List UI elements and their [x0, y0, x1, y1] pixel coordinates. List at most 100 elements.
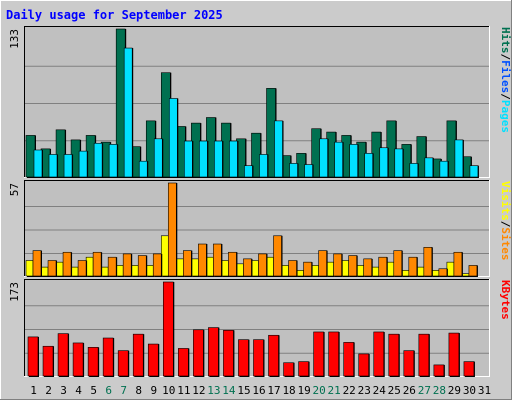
bar-files-day-30	[469, 165, 479, 178]
bar-kbytes-day-undefined	[328, 331, 339, 377]
bar-kbytes-day-undefined	[27, 336, 39, 377]
bar-visits-day-undefined	[326, 261, 334, 277]
bar-files-day-22	[349, 144, 358, 178]
bar-visits-day-undefined	[356, 265, 365, 277]
bar-kbytes-day-undefined	[178, 348, 189, 377]
bar-visits-day-undefined	[176, 258, 184, 277]
legend-sites: Sites	[499, 227, 512, 260]
bar-files-day-5	[93, 142, 103, 178]
bar-sites-day-undefined	[408, 256, 418, 277]
x-tick-label: 20	[313, 384, 326, 397]
bar-files-day-12	[199, 140, 208, 178]
bar-kbytes-day-undefined	[268, 334, 279, 377]
bar-sites-day-undefined	[77, 260, 87, 277]
bar-sites-day-undefined	[243, 258, 252, 277]
bar-files-day-20	[319, 138, 328, 178]
legend-2: Visits/Sites	[499, 181, 512, 261]
bar-sites-day-undefined	[228, 251, 237, 277]
bar-files-day-19	[304, 164, 313, 178]
bar-visits-day-undefined	[160, 235, 169, 277]
bar-kbytes-day-undefined	[433, 364, 445, 377]
bar-sites-day-undefined	[318, 250, 327, 277]
bar-files-day-17	[274, 120, 283, 178]
bar-files-day-28	[439, 160, 449, 178]
bar-sites-day-undefined	[92, 251, 102, 277]
bar-files-day-24	[379, 147, 389, 178]
bar-sites-day-undefined	[183, 250, 192, 277]
bar-files-day-8	[138, 160, 148, 178]
bar-files-day-2	[48, 154, 58, 178]
x-axis-labels: 1 2 3 4 5 6 7 8 9 10 11 12 13 14 15 16 17 18 19 20 21 22 23 24 2…	[30, 384, 491, 397]
x-tick-label: 7	[120, 384, 127, 397]
bar-sites-day-undefined	[468, 265, 478, 277]
bar-kbytes-day-undefined	[87, 347, 99, 377]
x-tick-label: 23	[358, 384, 371, 397]
bar-kbytes-day-undefined	[403, 350, 415, 377]
bar-sites-day-undefined	[453, 251, 463, 277]
bar-visits-day-undefined	[296, 270, 304, 277]
x-tick-label: 4	[75, 384, 82, 397]
bar-kbytes-day-undefined	[72, 342, 84, 377]
bar-kbytes-day-undefined	[208, 327, 219, 377]
bar-kbytes-day-undefined	[193, 329, 204, 377]
bar-sites-day-undefined	[273, 235, 282, 277]
bar-kbytes-day-undefined	[388, 333, 400, 377]
bar-kbytes-day-undefined	[117, 350, 129, 377]
x-tick-label: 9	[150, 384, 157, 397]
bar-files-day-13	[214, 140, 223, 178]
x-tick-label: 18	[282, 384, 295, 397]
bar-visits-day-undefined	[266, 256, 274, 277]
bar-sites-day-undefined	[303, 261, 312, 277]
x-tick-label: 10	[162, 384, 175, 397]
bar-visits-day-undefined	[416, 266, 425, 277]
x-tick-label: 26	[403, 384, 416, 397]
bar-kbytes-day-undefined	[298, 361, 309, 377]
bar-visits-day-undefined	[191, 258, 199, 277]
y-max-label: 57	[8, 183, 21, 196]
bar-visits-day-undefined	[130, 265, 139, 277]
bar-sites-day-undefined	[438, 268, 448, 277]
bar-sites-day-undefined	[107, 256, 117, 277]
bar-visits-day-undefined	[341, 260, 349, 277]
bar-kbytes-day-undefined	[238, 339, 249, 377]
bar-files-day-16	[259, 154, 268, 178]
bar-sites-day-undefined	[122, 253, 132, 277]
x-tick-label: 21	[328, 384, 341, 397]
bar-kbytes-day-undefined	[343, 342, 354, 377]
bar-kbytes-day-undefined	[448, 332, 460, 377]
x-tick-label: 27	[418, 384, 431, 397]
x-tick-label: 24	[373, 384, 387, 397]
bar-kbytes-day-undefined	[57, 333, 69, 377]
legend-hits: Hits	[499, 27, 512, 54]
x-tick-label: 17	[267, 384, 280, 397]
bar-sites-day-undefined	[378, 256, 388, 277]
bar-hits-day-27	[416, 136, 427, 178]
legend-visits: Visits	[499, 181, 512, 221]
bar-files-day-1	[33, 149, 43, 178]
legend-kbytes: KBytes	[499, 280, 512, 320]
bar-sites-day-undefined	[258, 253, 267, 277]
bar-visits-day-undefined	[431, 270, 440, 277]
x-tick-label: 13	[207, 384, 220, 397]
x-tick-label: 14	[222, 384, 236, 397]
bar-visits-day-undefined	[236, 263, 244, 277]
bar-kbytes-day-undefined	[147, 343, 159, 377]
bar-files-day-7	[123, 47, 133, 178]
bar-files-day-25	[394, 148, 404, 178]
bar-visits-day-undefined	[401, 270, 410, 277]
legend-pages: Pages	[499, 100, 512, 133]
x-tick-label: 5	[90, 384, 97, 397]
bar-sites-day-undefined	[62, 251, 72, 277]
x-tick-label: 8	[135, 384, 142, 397]
bar-files-day-3	[63, 154, 73, 178]
bar-files-day-15	[244, 165, 253, 178]
bar-sites-day-undefined	[137, 255, 147, 277]
bar-files-day-18	[289, 163, 298, 178]
x-tick-label: 6	[105, 384, 112, 397]
x-tick-label: 19	[297, 384, 310, 397]
bar-sites-day-undefined	[47, 260, 57, 277]
bar-kbytes-day-undefined	[418, 333, 430, 377]
bar-sites-day-undefined	[333, 253, 342, 277]
bar-kbytes-day-undefined	[358, 353, 370, 377]
bar-files-day-29	[454, 139, 464, 178]
